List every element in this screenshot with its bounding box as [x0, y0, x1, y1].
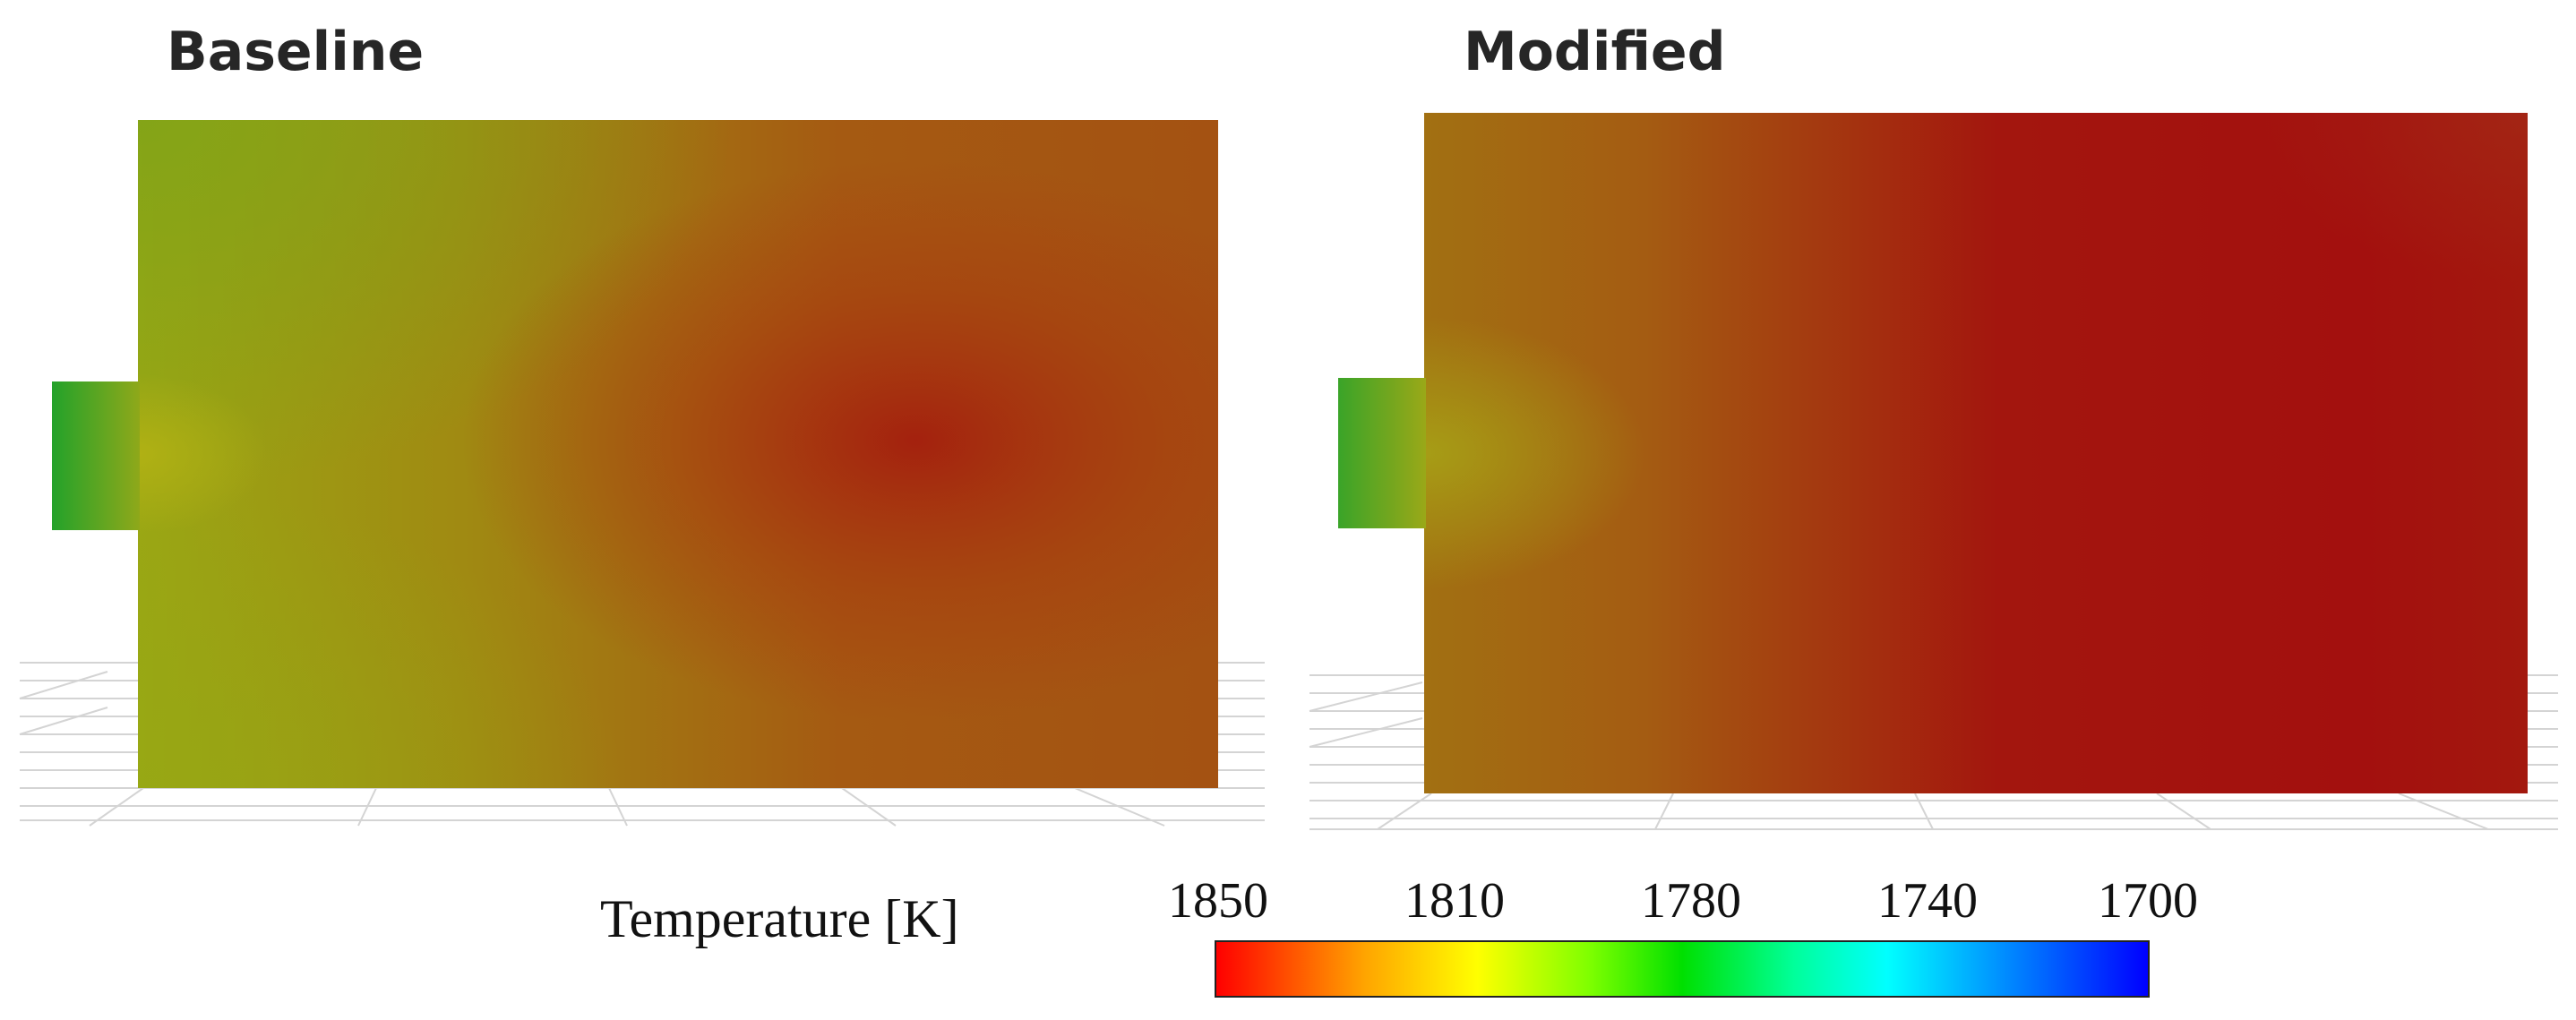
modified-contour-view: [1309, 113, 2558, 830]
colorbar-tick-label: 1810: [1404, 873, 1505, 929]
modified-inlet: [1338, 378, 1426, 528]
temperature-colorbar: [1215, 940, 2150, 998]
baseline-title: Baseline: [167, 21, 425, 83]
baseline-inlet: [52, 381, 140, 530]
colorbar-tick-label: 1850: [1168, 873, 1268, 929]
modified-title: Modified: [1464, 21, 1726, 83]
colorbar-tick-label: 1700: [2098, 873, 2198, 929]
colorbar-tick-label: 1740: [1877, 873, 1978, 929]
colorbar-tick-label: 1780: [1641, 873, 1741, 929]
colorbar-quantity-label: Temperature [K]: [600, 889, 959, 948]
baseline-contour-view: [19, 120, 1265, 827]
